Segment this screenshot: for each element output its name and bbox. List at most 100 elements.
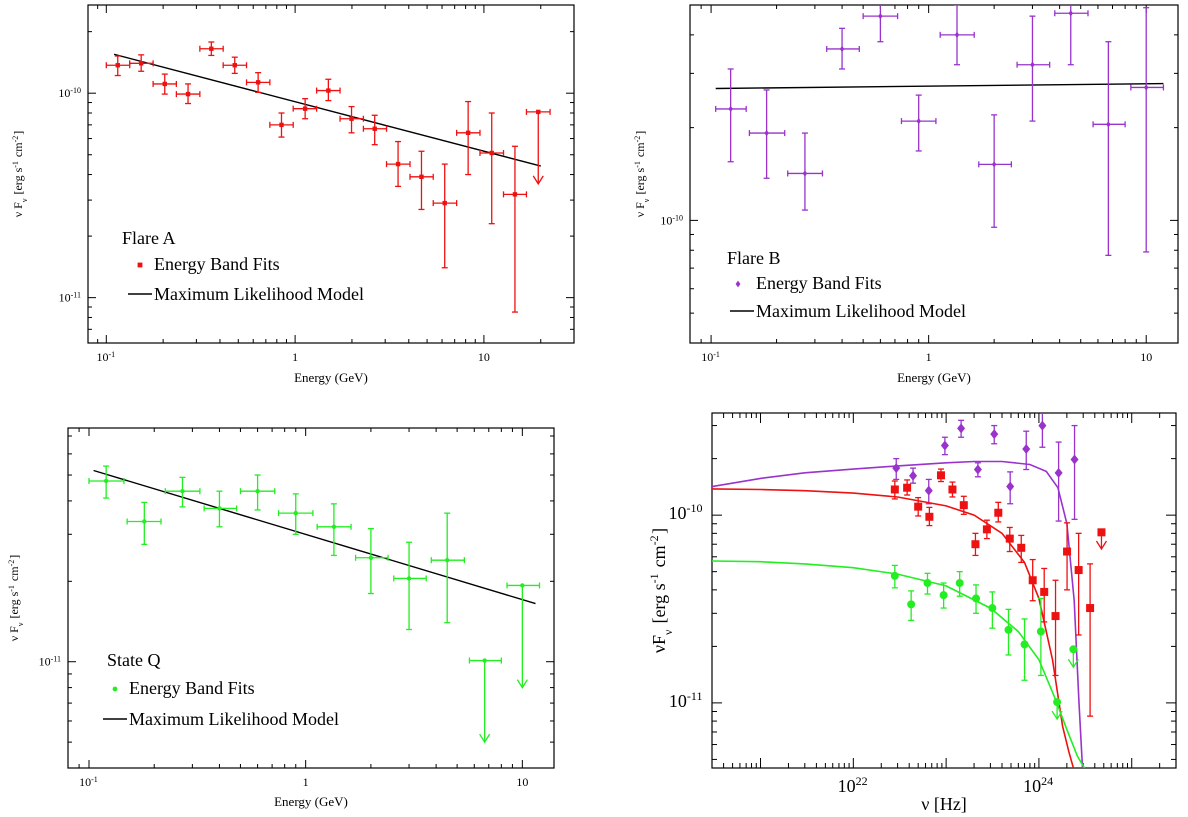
- data-point: [409, 150, 434, 211]
- y-tick-label: 10-10: [668, 501, 704, 523]
- data-point: [978, 114, 1013, 228]
- y-tick-label: 10-11: [59, 290, 82, 305]
- marker-square: [1005, 534, 1014, 543]
- marker-circle: [890, 571, 899, 580]
- data-point: [955, 571, 964, 597]
- legend-points-label: Energy Band Fits: [756, 273, 882, 293]
- x-tick-label: 1024: [1023, 774, 1055, 796]
- data-point: [909, 467, 918, 484]
- marker-diamond: [1054, 467, 1063, 478]
- plot-frame: [689, 4, 1179, 344]
- data-point: [892, 457, 901, 481]
- data-point: [245, 72, 271, 93]
- marker-square: [185, 91, 191, 97]
- marker-diamond: [1070, 454, 1079, 465]
- model-curve: [715, 82, 1164, 90]
- data-point: [1017, 534, 1026, 564]
- data-point: [88, 465, 125, 499]
- y-tick-label: 10-10: [58, 86, 82, 101]
- marker-square: [994, 508, 1003, 517]
- marker-square: [971, 540, 980, 549]
- x-tick-label: 10-1: [79, 775, 99, 790]
- marker-diamond: [1068, 10, 1073, 17]
- panel-state-q: 10-1 1 10 10-11 Energy (GeV) ν Fν [erg s-1 …: [7, 427, 555, 809]
- marker-circle: [1036, 627, 1045, 636]
- marker-circle: [482, 658, 487, 663]
- data-point: [907, 590, 916, 622]
- plot-area: [105, 41, 551, 313]
- marker-square: [1017, 543, 1026, 552]
- data-point: [199, 41, 224, 57]
- data-point: [940, 436, 949, 456]
- data-point: [994, 501, 1003, 523]
- marker-diamond: [1038, 420, 1047, 431]
- marker-diamond: [764, 129, 769, 137]
- x-axis-label: Energy (GeV): [897, 370, 971, 385]
- data-point: [432, 163, 458, 269]
- marker-diamond: [954, 31, 960, 39]
- data-point: [175, 83, 201, 105]
- data-point: [292, 98, 318, 120]
- marker-diamond: [991, 161, 997, 168]
- marker-square: [1040, 587, 1049, 596]
- data-point: [468, 657, 502, 744]
- upper-limit-arrow: [532, 175, 544, 186]
- marker-square: [255, 80, 261, 85]
- plot-frame: [87, 4, 575, 344]
- data-point: [1063, 522, 1072, 591]
- data-point: [1040, 567, 1049, 623]
- marker-circle: [255, 488, 260, 494]
- data-point: [203, 490, 238, 528]
- marker-square: [890, 485, 899, 494]
- marker-circle: [217, 506, 222, 511]
- marker-square: [903, 483, 912, 492]
- marker-square: [959, 501, 968, 510]
- data-point: [126, 501, 162, 546]
- data-point: [1051, 698, 1063, 721]
- marker-square: [1074, 566, 1083, 575]
- marker-square: [349, 116, 354, 121]
- marker-diamond: [1106, 121, 1111, 128]
- plot-area: [88, 465, 541, 744]
- data-point: [925, 506, 934, 527]
- data-point: [455, 100, 481, 176]
- data-point: [362, 114, 388, 146]
- data-point: [903, 479, 912, 496]
- data-point: [1086, 563, 1095, 717]
- data-point: [748, 89, 786, 179]
- upper-limit-arrow: [479, 733, 491, 744]
- data-point: [948, 481, 957, 498]
- data-point: [936, 468, 945, 483]
- data-point: [1038, 413, 1047, 448]
- marker-square: [948, 485, 957, 494]
- marker-diamond: [878, 12, 883, 20]
- model-curve: [113, 53, 541, 167]
- panel-sed: 1022 1024 10-11 10-10 ν [Hz] νFν [erg s-1…: [647, 412, 1177, 814]
- upper-limit-arrow: [1067, 658, 1079, 669]
- data-point: [715, 68, 747, 163]
- y-tick-label: 10-10: [660, 213, 684, 228]
- legend: State Q Energy Band Fits Maximum Likelihoo…: [103, 650, 339, 729]
- data-point: [277, 493, 314, 535]
- marker-square: [442, 200, 447, 206]
- x-tick-label: 1: [292, 350, 298, 364]
- legend: Flare A Energy Band Fits Maximum Likelihoo…: [122, 228, 364, 304]
- data-point: [316, 503, 352, 557]
- marker-circle: [368, 555, 374, 560]
- series-green: [712, 560, 1086, 768]
- marker-square: [936, 471, 945, 480]
- x-tick-label: 1022: [838, 774, 870, 796]
- upper-limit-arrow: [1051, 710, 1063, 721]
- panel-flare-a: 10-1 1 10 10-11 10-10 Energy (GeV) ν Fν [er…: [11, 4, 575, 385]
- plot-frame: [711, 412, 1177, 769]
- data-point: [862, 5, 899, 43]
- y-axis-label: ν Fν [erg s-1 cm-2 ]: [11, 131, 29, 218]
- model-curve: [712, 460, 1084, 768]
- data-point: [393, 541, 427, 631]
- legend-title: Flare B: [727, 248, 781, 268]
- x-tick-label: 10: [478, 350, 490, 364]
- model-curve: [712, 488, 1075, 768]
- data-point: [924, 478, 933, 505]
- x-tick-label: 1: [303, 775, 309, 789]
- marker-circle: [955, 579, 964, 588]
